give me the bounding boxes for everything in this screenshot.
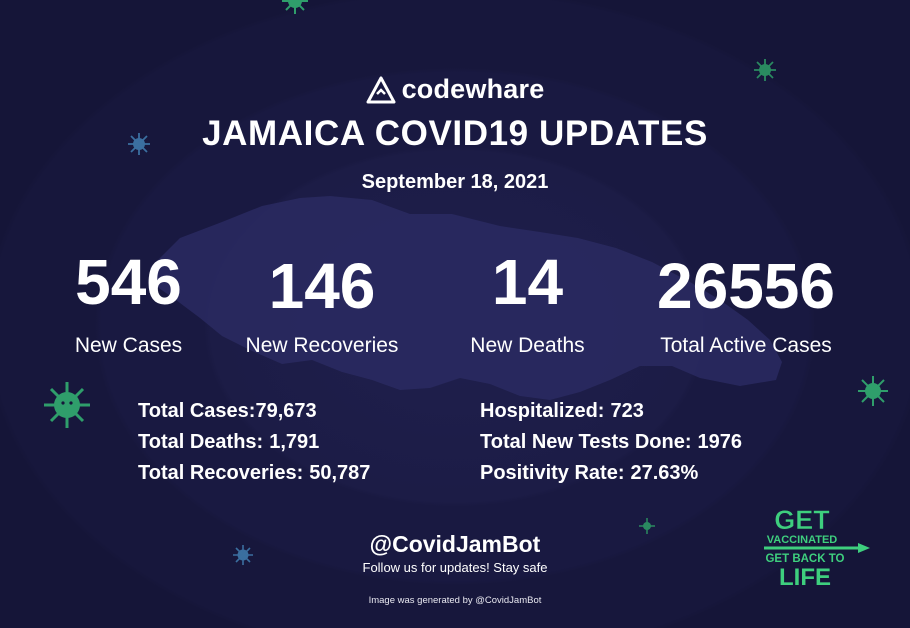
detail-value: 27.63% xyxy=(630,462,699,484)
report-date: September 18, 2021 xyxy=(361,171,549,193)
page-title: JAMAICA COVID19 UPDATES xyxy=(202,114,708,153)
detail-value: 50,787 xyxy=(309,462,371,484)
badge-line-1: GET xyxy=(774,505,830,535)
virus-icon xyxy=(639,518,655,534)
stat-label: Total Active Cases xyxy=(660,334,832,357)
syringe-icon xyxy=(764,543,870,553)
stat-label: New Recoveries xyxy=(245,334,399,357)
get-vaccinated-badge: GET VACCINATED GET BACK TO LIFE xyxy=(764,505,870,590)
stat-label: New Cases xyxy=(74,334,183,357)
detail-label: Positivity Rate: xyxy=(480,462,625,484)
stat-new-cases: 546 New Cases xyxy=(56,250,201,358)
virus-icon xyxy=(754,59,776,81)
detail-row: Total Cases:79,673 xyxy=(138,396,370,427)
badge-line-3: GET BACK TO xyxy=(765,553,844,565)
detail-label: Total Deaths: xyxy=(138,431,264,453)
details-right: Hospitalized: 723 Total New Tests Done: 19… xyxy=(480,396,742,489)
stat-new-recoveries: 146 New Recoveries xyxy=(232,254,412,358)
stat-value: 26556 xyxy=(657,250,835,322)
detail-row: Hospitalized: 723 xyxy=(480,396,742,427)
detail-row: Total Deaths: 1,791 xyxy=(138,427,370,458)
detail-row: Positivity Rate: 27.63% xyxy=(480,458,742,489)
codewhare-logo-icon xyxy=(366,76,396,103)
virus-icon xyxy=(44,382,90,428)
stat-label: New Deaths xyxy=(470,334,585,357)
badge-line-4: LIFE xyxy=(779,564,831,590)
stat-value: 146 xyxy=(268,250,376,322)
detail-row: Total New Tests Done: 1976 xyxy=(480,427,742,458)
brand-name: codewhare xyxy=(401,74,545,104)
detail-label: Total New Tests Done: xyxy=(480,431,692,453)
stat-total-active-cases: 26556 Total Active Cases xyxy=(640,254,852,358)
detail-value: 723 xyxy=(610,400,644,422)
stat-new-deaths: 14 New Deaths xyxy=(455,250,600,358)
detail-label: Total Cases: xyxy=(138,400,256,422)
follow-text: Follow us for updates! Stay safe xyxy=(362,560,548,575)
badge-line-2: VACCINATED xyxy=(767,534,838,546)
virus-icon xyxy=(233,545,253,565)
detail-row: Total Recoveries: 50,787 xyxy=(138,458,370,489)
detail-label: Hospitalized: xyxy=(480,400,605,422)
detail-value: 1,791 xyxy=(269,431,320,453)
credit-text: Image was generated by @CovidJamBot xyxy=(368,595,542,606)
detail-value: 1976 xyxy=(697,431,743,453)
virus-icon xyxy=(282,0,308,14)
detail-value: 79,673 xyxy=(255,400,317,422)
brand-header: codewhare xyxy=(0,74,910,105)
virus-icon xyxy=(858,376,888,406)
bot-handle: @CovidJamBot xyxy=(369,531,541,557)
details-left: Total Cases:79,673 Total Deaths: 1,791 To… xyxy=(138,396,370,489)
stat-value: 14 xyxy=(491,246,564,318)
stat-value: 546 xyxy=(75,246,182,318)
virus-icon xyxy=(128,133,150,155)
detail-label: Total Recoveries: xyxy=(138,462,304,484)
